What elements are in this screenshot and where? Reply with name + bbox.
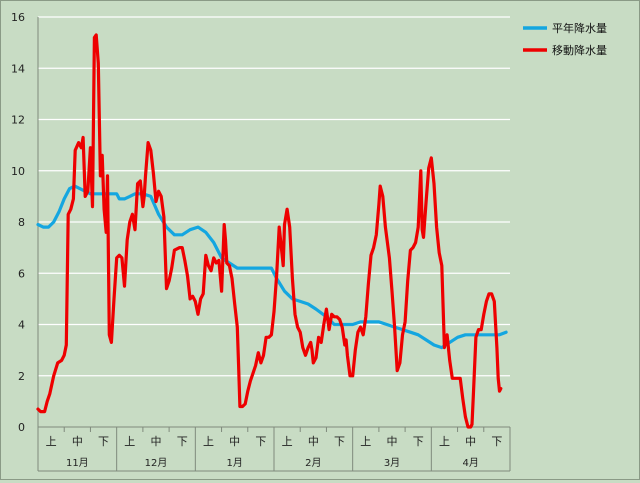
y-tick-label: 6 <box>18 267 25 280</box>
x-period-label: 上 <box>124 435 135 448</box>
series-line-1 <box>36 33 503 429</box>
y-tick-label: 0 <box>18 421 25 434</box>
x-period-label: 下 <box>491 435 502 448</box>
y-tick-label: 10 <box>11 165 25 178</box>
x-period-label: 上 <box>282 435 293 448</box>
x-period-label: 下 <box>177 435 188 448</box>
y-tick-label: 14 <box>11 62 25 75</box>
y-tick-label: 2 <box>18 370 25 383</box>
x-month-label: 1月 <box>226 457 242 469</box>
series-lines <box>36 33 508 429</box>
y-tick-label: 16 <box>11 11 25 24</box>
x-period-label: 上 <box>439 435 450 448</box>
x-month-label: 3月 <box>384 457 400 469</box>
x-period-label: 下 <box>98 435 109 448</box>
y-tick-label: 12 <box>11 114 25 127</box>
x-period-label: 中 <box>151 435 162 448</box>
y-tick-label: 4 <box>18 319 25 332</box>
y-tick-labels: 0 2 4 6 8 10 12 14 16 <box>11 11 25 434</box>
x-period-label: 上 <box>203 435 214 448</box>
legend-label: 平年降水量 <box>552 21 607 35</box>
x-period-label: 中 <box>72 435 83 448</box>
x-month-label: 11月 <box>66 457 89 469</box>
x-period-label: 中 <box>387 435 398 448</box>
x-tick-labels: 上中下11月上中下12月上中下1月上中下2月上中下3月上中下4月 <box>46 435 503 469</box>
x-period-label: 中 <box>465 435 476 448</box>
legend-label: 移動降水量 <box>552 43 607 57</box>
x-period-label: 下 <box>413 435 424 448</box>
x-month-label: 12月 <box>145 457 168 469</box>
x-period-label: 中 <box>229 435 240 448</box>
y-tick-label: 8 <box>18 216 25 229</box>
x-period-label: 下 <box>334 435 345 448</box>
x-period-label: 上 <box>46 435 57 448</box>
x-month-label: 2月 <box>305 457 321 469</box>
x-period-label: 上 <box>360 435 371 448</box>
x-period-label: 中 <box>308 435 319 448</box>
x-period-label: 下 <box>255 435 266 448</box>
x-month-label: 4月 <box>462 457 478 469</box>
axes <box>37 17 511 472</box>
